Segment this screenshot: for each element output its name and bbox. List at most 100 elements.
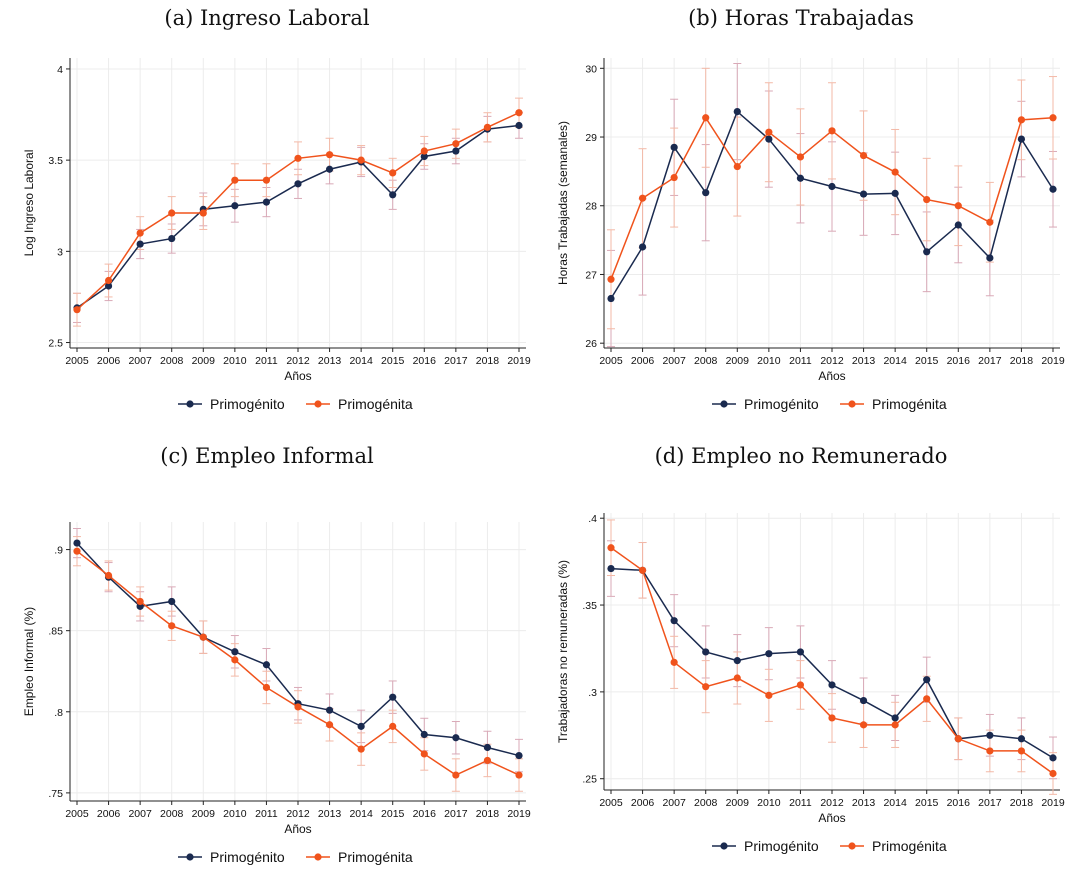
x-tick-label: 2007 — [662, 797, 686, 809]
data-point-primogenito — [702, 648, 710, 656]
x-tick-label: 2019 — [507, 808, 531, 820]
grid — [70, 58, 526, 348]
x-tick-label: 2006 — [97, 808, 121, 820]
x-tick-label: 2015 — [381, 355, 405, 367]
x-tick-label: 2013 — [318, 355, 342, 367]
data-point-primogenita — [104, 276, 113, 285]
legend-label-primogenita: Primogénita — [338, 849, 413, 865]
x-tick-label: 2009 — [726, 797, 750, 809]
y-axis-label: Trabajadoras no remuneradas (%) — [556, 560, 570, 743]
x-tick-label: 2019 — [1041, 797, 1065, 809]
data-point-primogenito — [483, 743, 492, 752]
chart-title: (d) Empleo no Remunerado — [654, 444, 948, 468]
legend-label-primogenita: Primogénita — [872, 396, 947, 412]
legend-swatch-marker-primogenita — [848, 400, 856, 408]
data-point-primogenito — [1049, 754, 1057, 762]
data-point-primogenita — [923, 195, 931, 204]
data-point-primogenita — [515, 771, 523, 779]
x-axis-label: Años — [284, 369, 311, 383]
x-tick-label: 2008 — [694, 797, 718, 809]
x-tick-label: 2013 — [852, 797, 876, 809]
y-tick-label: 28 — [585, 201, 597, 213]
data-point-primogenita — [389, 722, 397, 730]
x-tick-label: 2007 — [662, 355, 686, 367]
legend-swatch-marker-primogenita — [314, 400, 322, 408]
data-point-primogenita — [638, 566, 647, 574]
x-tick-label: 2014 — [349, 355, 373, 367]
panel-ingreso-laboral: (a) Ingreso Laboral 2.5 3 3.5 4 2005 2006 2007… — [0, 0, 534, 438]
data-point-primogenita — [168, 622, 176, 630]
y-tick-label: .75 — [48, 788, 63, 800]
x-tick-label: 2010 — [223, 808, 247, 820]
x-tick-label: 2017 — [978, 797, 1002, 809]
x-tick-label: 2012 — [820, 797, 844, 809]
x-tick-label: 2017 — [444, 355, 468, 367]
data-point-primogenita — [420, 147, 428, 155]
legend-swatch-marker-primogenita — [848, 842, 856, 850]
chart-ingreso-laboral: 2.5 3 3.5 4 2005 2006 2007 2008 2009 2010 2011 2012… — [22, 58, 531, 412]
data-point-primogenita — [828, 127, 836, 135]
x-tick-label: 2011 — [255, 355, 278, 367]
x-tick-label: 2014 — [349, 808, 373, 820]
x-tick-label: 2017 — [444, 808, 468, 820]
x-tick-label: 2010 — [757, 797, 781, 809]
x-tick-label: 2017 — [978, 355, 1002, 367]
data-point-primogenita — [702, 114, 710, 122]
x-tick-label: 2006 — [97, 355, 121, 367]
data-point-primogenito — [954, 221, 962, 229]
legend-label-primogenito: Primogénito — [744, 396, 819, 412]
x-tick-label: 2005 — [65, 808, 89, 820]
data-point-primogenita — [73, 547, 81, 555]
data-point-primogenito — [231, 202, 239, 210]
data-point-primogenita — [73, 306, 81, 314]
data-point-primogenita — [923, 695, 931, 703]
data-point-primogenita — [199, 633, 207, 641]
data-point-primogenita — [325, 151, 334, 159]
chart-title: (c) Empleo Informal — [160, 444, 374, 468]
x-tick-label: 2015 — [381, 808, 405, 820]
x-tick-label: 2016 — [413, 355, 437, 367]
data-point-primogenito — [420, 730, 428, 739]
x-axis-label: Años — [818, 811, 845, 825]
data-point-primogenita — [294, 154, 302, 162]
data-point-primogenita — [954, 202, 962, 210]
data-point-primogenito — [168, 597, 176, 606]
x-tick-label: 2011 — [255, 808, 278, 820]
panel-empleo-informal: (c) Empleo Informal .75 .8 .85 .9 2005 2006 20… — [0, 438, 534, 876]
x-tick-label: 2016 — [947, 355, 971, 367]
x-tick-label: 2008 — [160, 808, 184, 820]
x-tick-label: 2014 — [883, 797, 907, 809]
y-axis-label: Log Ingreso Laboral — [22, 150, 36, 257]
data-point-primogenito — [1017, 735, 1026, 743]
x-tick-label: 2013 — [852, 355, 876, 367]
data-point-primogenita — [325, 721, 334, 729]
x-tick-label: 2008 — [694, 355, 718, 367]
panel-empleo-no-remunerado: (d) Empleo no Remunerado .25 .3 .35 .4 2005 2… — [534, 438, 1068, 876]
data-point-primogenita — [231, 176, 239, 184]
data-point-primogenito — [325, 706, 334, 714]
x-tick-label: 2014 — [883, 355, 907, 367]
data-point-primogenita — [389, 169, 397, 177]
chart-title: (b) Horas Trabajadas — [688, 6, 914, 30]
data-point-primogenito — [1049, 185, 1057, 193]
y-tick-label: 3 — [57, 246, 63, 258]
data-point-primogenita — [638, 194, 647, 202]
legend: Primogénito Primogénita — [712, 838, 947, 854]
data-point-primogenito — [986, 731, 994, 739]
data-point-primogenito — [231, 648, 239, 656]
data-point-primogenito — [670, 143, 678, 151]
y-tick-label: 2.5 — [48, 338, 63, 350]
y-tick-label: .85 — [48, 626, 63, 638]
x-axis-label: Años — [818, 369, 845, 383]
x-tick-label: 2008 — [160, 355, 184, 367]
data-point-primogenito — [923, 248, 931, 256]
chart-title: (a) Ingreso Laboral — [164, 6, 370, 30]
data-point-primogenito — [828, 182, 836, 191]
legend: Primogénito Primogénita — [712, 396, 947, 412]
data-point-primogenito — [859, 190, 868, 198]
legend-swatch-marker-primogenito — [720, 842, 728, 850]
data-point-primogenita — [607, 544, 615, 552]
data-point-primogenita — [357, 156, 365, 164]
data-point-primogenito — [765, 135, 773, 143]
legend-label-primogenito: Primogénito — [744, 838, 819, 854]
